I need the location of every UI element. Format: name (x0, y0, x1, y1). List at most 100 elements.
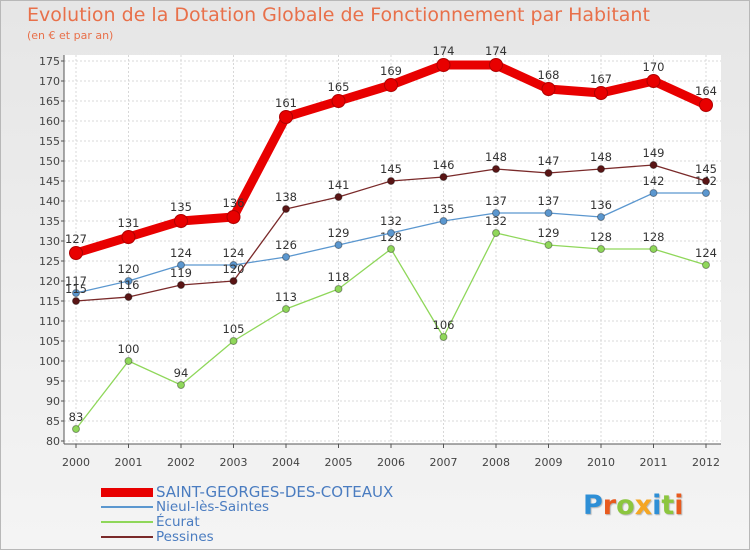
y-tick-label: 155 (39, 135, 60, 148)
x-tick-label: 2008 (482, 456, 510, 469)
y-tick-label: 160 (39, 115, 60, 128)
data-label: 129 (328, 226, 350, 240)
data-label: 141 (328, 178, 350, 192)
data-label: 135 (170, 200, 192, 214)
data-point (541, 82, 556, 96)
data-label: 145 (380, 162, 402, 176)
logo-letter: x (634, 490, 653, 521)
data-label: 132 (380, 214, 402, 228)
legend-swatch (101, 536, 153, 538)
x-tick-label: 2000 (62, 456, 90, 469)
data-point (229, 337, 238, 345)
data-point (121, 230, 136, 244)
data-label: 147 (538, 154, 560, 168)
chart-title: Evolution de la Dotation Globale de Fonc… (27, 4, 650, 26)
legend-swatch (101, 506, 153, 508)
data-point (72, 425, 80, 433)
data-label: 174 (485, 44, 507, 58)
legend-label: Nieul-lès-Saintes (156, 499, 270, 515)
y-tick-label: 130 (39, 235, 60, 248)
data-point (229, 277, 238, 285)
data-label: 138 (275, 190, 297, 204)
data-label: 94 (174, 366, 189, 380)
logo-letter: o (616, 490, 635, 521)
x-tick-label: 2006 (377, 456, 405, 469)
data-point (124, 293, 133, 301)
data-label: 106 (433, 318, 455, 332)
x-tick-label: 2011 (640, 456, 668, 469)
data-point (174, 214, 188, 228)
legend-label: Écurat (156, 514, 200, 530)
data-label: 168 (538, 68, 560, 82)
logo-letter: P (583, 490, 603, 521)
data-point (387, 229, 395, 237)
y-tick-label: 80 (46, 435, 60, 448)
data-label: 142 (643, 174, 665, 188)
x-tick-label: 2005 (325, 456, 353, 469)
x-tick-label: 2009 (535, 456, 563, 469)
legend-swatch (101, 521, 153, 523)
data-point (597, 213, 605, 221)
data-label: 161 (275, 96, 297, 110)
data-label: 119 (170, 266, 192, 280)
data-point (69, 246, 83, 260)
data-label: 149 (643, 146, 665, 160)
data-label: 120 (118, 262, 140, 276)
data-label: 145 (695, 162, 717, 176)
data-point (384, 78, 398, 92)
data-point (72, 289, 80, 297)
data-point (439, 217, 448, 225)
data-label: 136 (590, 198, 612, 212)
data-label: 174 (433, 44, 455, 58)
data-point (597, 245, 605, 253)
data-label: 105 (223, 322, 245, 336)
data-point (597, 165, 605, 173)
data-label: 165 (328, 80, 350, 94)
data-label: 129 (538, 226, 560, 240)
y-tick-label: 170 (39, 75, 60, 88)
data-label: 170 (643, 60, 665, 74)
data-point (492, 209, 500, 217)
data-point (439, 333, 448, 341)
y-tick-label: 135 (39, 215, 60, 228)
series-group: 127 131 135 136 161 165 169 174 174 168 167 170 164 (65, 44, 717, 260)
data-label: 83 (69, 410, 84, 424)
y-tick-label: 95 (46, 375, 60, 388)
data-point (334, 241, 343, 249)
data-point (544, 169, 553, 177)
y-tick-label: 110 (39, 315, 60, 328)
legend-swatch (101, 488, 153, 497)
data-label: 135 (433, 202, 455, 216)
data-point (544, 241, 553, 249)
y-tick-label: 120 (39, 275, 60, 288)
data-point (177, 381, 185, 389)
data-label: 124 (170, 246, 192, 260)
data-label: 127 (65, 232, 87, 246)
data-label: 131 (118, 216, 140, 230)
logo-letter: t (661, 490, 675, 521)
data-point (649, 161, 658, 169)
y-tick-label: 150 (39, 155, 60, 168)
logo-letter: r (602, 490, 617, 521)
series-layer: 83 100 94 105 113 118 128 106 132 129 128 128 124 117… (65, 44, 717, 433)
data-label: 128 (380, 230, 402, 244)
y-tick-label: 140 (39, 195, 60, 208)
y-tick-label: 105 (39, 335, 60, 348)
x-tick-label: 2004 (272, 456, 300, 469)
data-point (492, 165, 500, 173)
data-point (331, 94, 346, 108)
data-label: 100 (118, 342, 140, 356)
y-tick-label: 85 (46, 415, 60, 428)
data-label: 113 (275, 290, 297, 304)
data-point (279, 110, 293, 124)
data-point (177, 281, 185, 289)
data-label: 128 (643, 230, 665, 244)
legend-label: Pessines (156, 529, 214, 545)
y-tick-label: 100 (39, 355, 60, 368)
data-label: 128 (590, 230, 612, 244)
x-tick-label: 2007 (430, 456, 458, 469)
data-label: 118 (328, 270, 350, 284)
y-tick-label: 165 (39, 95, 60, 108)
